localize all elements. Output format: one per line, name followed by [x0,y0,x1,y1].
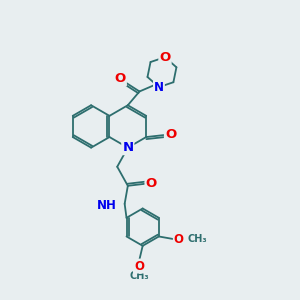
Text: O: O [146,177,157,190]
Text: CH₃: CH₃ [187,234,207,244]
Text: N: N [154,81,164,94]
Text: O: O [134,260,144,273]
Text: O: O [174,233,184,246]
Text: N: N [122,141,134,154]
Text: O: O [115,73,126,85]
Text: NH: NH [97,199,116,212]
Text: CH₃: CH₃ [129,271,149,281]
Text: O: O [159,51,171,64]
Text: O: O [165,128,176,141]
